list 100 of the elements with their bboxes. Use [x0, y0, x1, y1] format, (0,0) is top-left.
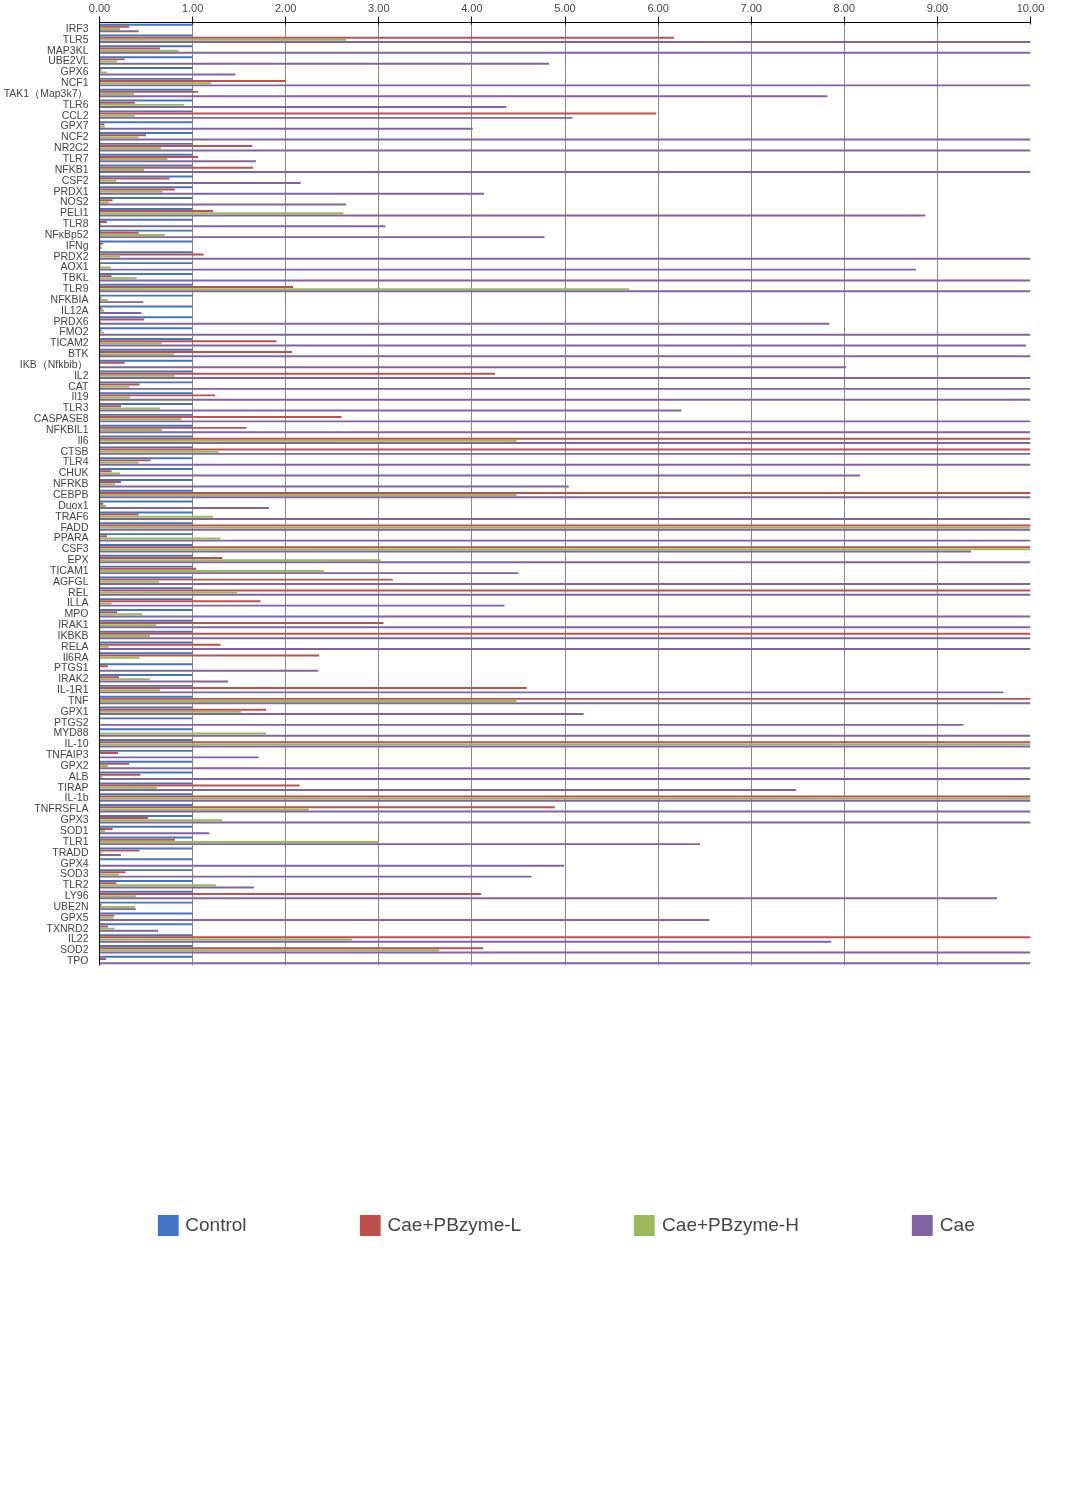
legend-label: Cae+PBzyme-L: [387, 1214, 522, 1236]
y-tick-label: NFKB1: [54, 162, 89, 175]
y-tick-label: IL2: [73, 368, 89, 381]
y-tick-label: Il6: [77, 433, 89, 446]
y-tick-label: UBE2VL: [48, 54, 89, 67]
y-tick-label: AGFGL: [52, 574, 89, 587]
y-tick-label: NFKBIA: [50, 292, 89, 305]
y-tick-label: TNFRSFLA: [34, 802, 89, 815]
y-tick-label: CHUK: [58, 466, 89, 479]
y-tick-label: CTSB: [60, 444, 89, 457]
y-tick-label: CCL2: [61, 108, 89, 121]
y-tick-label: BTK: [68, 347, 89, 360]
y-tick-label: SOD1: [59, 824, 89, 837]
y-tick-label: TLR3: [62, 401, 89, 414]
y-tick-label: NOS2: [59, 195, 89, 208]
y-tick-label: TNF: [68, 693, 89, 706]
y-tick-label: NFRKB: [52, 477, 89, 490]
y-tick-label: IRAK2: [58, 672, 89, 685]
y-tick-label: ILLA: [66, 596, 89, 609]
y-tick-label: TLR9: [62, 282, 89, 295]
y-tick-label: PELI1: [59, 206, 89, 219]
x-tick-label: 0.00: [88, 1, 111, 14]
y-tick-label: GPX4: [60, 856, 89, 869]
y-tick-label: SOD3: [59, 867, 89, 880]
y-tick-label: FADD: [60, 520, 89, 533]
y-tick-label: TICAM2: [50, 336, 89, 349]
y-tick-label: IL-1R1: [56, 683, 89, 696]
y-tick-label: GPX2: [60, 758, 89, 771]
y-tick-label: IL-10: [64, 737, 89, 750]
y-tick-label: IKBKB: [57, 628, 89, 641]
x-tick-label: 4.00: [461, 1, 483, 14]
y-tick-label: TRADD: [52, 845, 89, 858]
x-tick-label: 10.00: [1016, 1, 1045, 14]
y-tick-label: TIRAP: [57, 780, 89, 793]
y-tick-label: CEBPB: [52, 488, 89, 500]
y-tick-label: NFκBp52: [44, 227, 89, 240]
y-tick-label: TAK1（Map3k7）: [3, 86, 89, 99]
y-tick-label: GPX6: [60, 65, 89, 78]
y-tick-label: Duox1: [58, 498, 89, 511]
y-tick-label: TLR6: [62, 97, 89, 110]
y-tick-label: CSF3: [61, 542, 89, 555]
legend-label: Cae: [939, 1214, 975, 1236]
y-tick-label: FMO2: [59, 325, 89, 338]
y-tick-label: PTGS1: [54, 661, 89, 674]
y-tick-label: CSF2: [61, 173, 89, 186]
x-tick-label: 3.00: [368, 1, 390, 14]
y-tick-label: MYD88: [53, 726, 89, 739]
y-tick-label: UBE2N: [53, 899, 89, 912]
y-tick-label: TPO: [66, 954, 89, 967]
x-tick-label: 8.00: [833, 1, 856, 14]
y-tick-label: GPX1: [60, 704, 89, 717]
y-tick-label: IRAK1: [58, 618, 89, 631]
y-tick-label: NCF1: [61, 76, 89, 89]
y-tick-label: CAT: [68, 379, 90, 392]
y-tick-label: MAP3KL: [47, 43, 89, 56]
y-tick-label: Il6RA: [62, 650, 89, 663]
y-tick-label: TRAF6: [55, 509, 89, 522]
y-tick-label: LY96: [64, 889, 89, 902]
x-tick-label: 5.00: [554, 1, 576, 14]
y-tick-label: NFKBIL1: [45, 422, 89, 435]
y-tick-label: TLR8: [62, 217, 89, 230]
y-tick-label: IL22: [68, 932, 89, 945]
y-tick-label: REL: [68, 585, 89, 598]
y-tick-label: IKB（Nfkbib）: [19, 357, 89, 370]
y-tick-label: TXNRD2: [46, 921, 89, 934]
y-tick-label: GPX5: [60, 910, 89, 923]
x-tick-label: 1.00: [181, 1, 204, 14]
y-tick-label: TBKL: [62, 271, 89, 284]
y-tick-label: TLR1: [62, 834, 89, 847]
y-tick-label: GPX7: [60, 119, 89, 132]
y-tick-label: TLR7: [62, 151, 89, 164]
y-tick-label: PRDX1: [53, 184, 89, 197]
y-tick-label: GPX3: [60, 813, 89, 826]
y-tick-label: ALB: [68, 769, 89, 782]
y-tick-label: EPX: [67, 553, 89, 566]
y-tick-label: TICAM1: [50, 563, 89, 576]
y-tick-label: NR2C2: [54, 141, 89, 154]
y-tick-label: MPO: [64, 607, 89, 620]
x-tick-label: 7.00: [740, 1, 762, 14]
y-tick-label: IRF3: [65, 21, 89, 34]
y-tick-label: RELA: [61, 639, 89, 652]
y-tick-label: TLR2: [62, 878, 89, 891]
y-tick-label: IL-1b: [64, 791, 89, 804]
y-tick-label: PRDX6: [53, 314, 89, 327]
y-tick-label: PTGS2: [54, 715, 89, 728]
y-tick-label: CASPASE8: [33, 412, 89, 425]
y-tick-label: SOD2: [59, 943, 89, 956]
y-tick-label: PPARA: [53, 531, 89, 544]
y-tick-label: TLR5: [62, 32, 89, 45]
y-tick-label: AOX1: [60, 260, 89, 273]
legend-label: Cae+PBzyme-H: [662, 1214, 799, 1236]
x-tick-label: 9.00: [926, 1, 949, 14]
legend-label: Control: [185, 1214, 247, 1236]
y-tick-label: TLR4: [62, 455, 89, 468]
x-tick-label: 6.00: [647, 1, 669, 14]
x-tick-label: 2.00: [275, 1, 297, 14]
y-tick-label: NCF2: [61, 130, 89, 143]
y-tick-label: Il19: [71, 390, 89, 403]
y-tick-label: TNFAIP3: [45, 748, 89, 761]
y-tick-label: IL12A: [61, 303, 89, 316]
